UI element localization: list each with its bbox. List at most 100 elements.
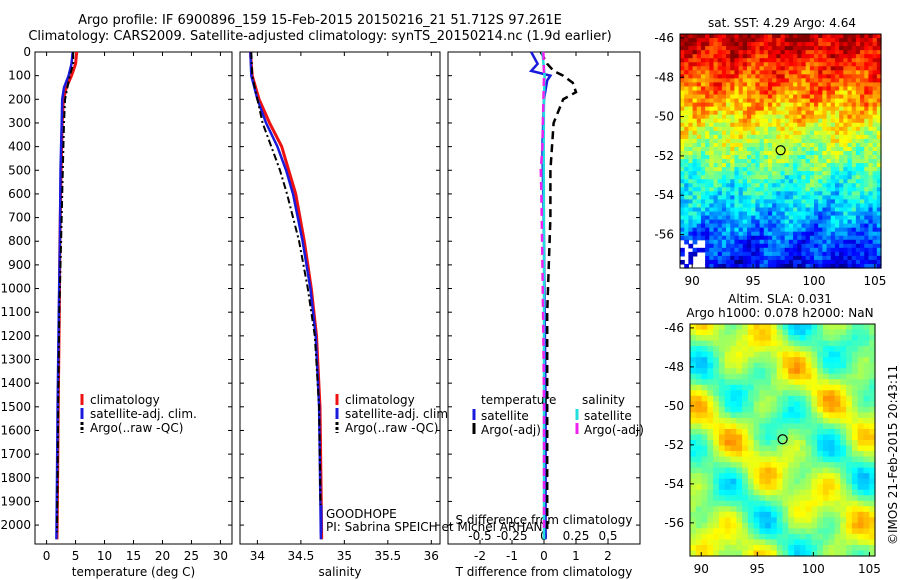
x-tick-label: 25 bbox=[184, 549, 199, 563]
x-tick-label: 35 bbox=[337, 549, 352, 563]
lat-tick-label: -56 bbox=[664, 516, 684, 530]
x-tick-label: 35.5 bbox=[374, 549, 401, 563]
y-tick-label: 1600 bbox=[0, 423, 31, 437]
legend-label: Argo(-adj) bbox=[481, 423, 541, 437]
x-tick-label: 0 bbox=[43, 549, 51, 563]
y-tick-label: 100 bbox=[8, 69, 31, 83]
lon-tick-label: 105 bbox=[863, 274, 886, 288]
legend-label: Argo(..raw -QC) bbox=[90, 421, 183, 435]
y-tick-label: 900 bbox=[8, 258, 31, 272]
x-tick-label: -2 bbox=[474, 549, 486, 563]
x-tick-label: 10 bbox=[97, 549, 112, 563]
sla-map-frame bbox=[689, 323, 876, 557]
float-location-marker bbox=[775, 145, 786, 156]
x-tick-label: 1 bbox=[572, 549, 580, 563]
x2-tick-label: 0.5 bbox=[598, 529, 617, 543]
credit-text: ©IMOS 21-Feb-2015 20:43:11 bbox=[886, 364, 900, 545]
legend-label: climatology bbox=[90, 393, 160, 407]
y-tick-label: 1300 bbox=[0, 353, 31, 367]
x2-tick-label: 0.25 bbox=[563, 529, 590, 543]
x-axis-label: salinity bbox=[318, 565, 361, 579]
lon-tick-label: 105 bbox=[858, 562, 881, 576]
sla-map-field bbox=[690, 324, 876, 557]
lat-tick-label: -46 bbox=[664, 321, 684, 335]
x-tick-label: 36 bbox=[424, 549, 439, 563]
lat-tick-label: -50 bbox=[654, 110, 674, 124]
y-tick-label: 200 bbox=[8, 92, 31, 106]
lon-tick-label: 90 bbox=[685, 274, 700, 288]
lon-tick-label: 90 bbox=[694, 562, 709, 576]
lat-tick-label: -54 bbox=[654, 188, 674, 202]
sla-map-title-1: Altim. SLA: 0.031 bbox=[728, 292, 832, 306]
lat-tick-label: -48 bbox=[664, 360, 684, 374]
y-tick-label: 1700 bbox=[0, 447, 31, 461]
lat-tick-label: -52 bbox=[654, 149, 674, 163]
legend-label: Argo(..raw -QC) bbox=[345, 421, 438, 435]
lon-tick-label: 100 bbox=[802, 562, 825, 576]
legend-title-temperature: temperature bbox=[481, 393, 556, 407]
pi-text: PI: Sabrina SPEICH et Michel ARHAN bbox=[326, 520, 543, 534]
lon-tick-label: 95 bbox=[750, 562, 765, 576]
x-tick-label: 0 bbox=[540, 549, 548, 563]
series-line-argo-raw-qc- bbox=[250, 51, 322, 533]
series-line-argo-raw-qc- bbox=[56, 52, 75, 533]
x-tick-label: 34 bbox=[250, 549, 265, 563]
sla-map: -46 -48 -50 -52 -54 -56 90 95 100 105 bbox=[664, 321, 880, 576]
sst-map-title: sat. SST: 4.29 Argo: 4.64 bbox=[708, 16, 856, 30]
y-tick-label: 500 bbox=[8, 163, 31, 177]
y-tick-label: 300 bbox=[8, 116, 31, 130]
y-tick-label: 1500 bbox=[0, 400, 31, 414]
sst-map-frame bbox=[679, 33, 882, 269]
lon-tick-label: 100 bbox=[803, 274, 826, 288]
salinity-axes-box bbox=[239, 51, 441, 545]
legend-label: climatology bbox=[345, 393, 415, 407]
sla-map-title-2: Argo h1000: 0.078 h2000: NaN bbox=[686, 306, 873, 320]
panel-salinity: 34 34.5 35 35.5 36 salinity climatologysatelli… bbox=[239, 51, 452, 579]
legend-label: satellite bbox=[481, 409, 529, 423]
lat-tick-label: -56 bbox=[654, 228, 674, 242]
series-line-t-argo-adj- bbox=[539, 51, 578, 533]
y-tick-label: 2000 bbox=[0, 518, 31, 532]
temperature-axes-box bbox=[34, 51, 233, 545]
panel-difference: -2 -1 0 1 2 T difference from climatology -0.5… bbox=[447, 51, 644, 579]
x2-tick-label: -0.5 bbox=[468, 529, 491, 543]
lat-tick-label: -46 bbox=[654, 31, 674, 45]
y-tick-label: 1400 bbox=[0, 376, 31, 390]
sst-map-field bbox=[680, 34, 882, 269]
title-line-1: Argo profile: IF 6900896_159 15-Feb-2015… bbox=[78, 13, 562, 28]
title-line-2: Climatology: CARS2009. Satellite-adjuste… bbox=[28, 29, 612, 44]
program-text: GOODHOPE bbox=[326, 507, 397, 521]
x-tick-label: 2 bbox=[604, 549, 612, 563]
series-line-satellite-adj-clim- bbox=[55, 51, 74, 540]
x-tick-label: 5 bbox=[72, 549, 80, 563]
y-tick-label: 1800 bbox=[0, 471, 31, 485]
lat-tick-label: -52 bbox=[664, 438, 684, 452]
y-tick-label: 600 bbox=[8, 187, 31, 201]
y-tick-label: 1200 bbox=[0, 329, 31, 343]
y-tick-label: 1100 bbox=[0, 305, 31, 319]
x-tick-label: 30 bbox=[213, 549, 228, 563]
lat-tick-label: -48 bbox=[654, 70, 674, 84]
lat-tick-label: -54 bbox=[664, 477, 684, 491]
panel-temperature: 0100200300400500600700800900100011001200… bbox=[0, 45, 233, 579]
y-tick-label: 800 bbox=[8, 234, 31, 248]
y-tick-label: 0 bbox=[23, 45, 31, 59]
legend-label: satellite-adj. clim. bbox=[345, 407, 452, 421]
x-tick-label: 20 bbox=[155, 549, 170, 563]
legend-title-salinity: salinity bbox=[582, 393, 625, 407]
legend-label: satellite bbox=[584, 409, 632, 423]
lat-tick-label: -50 bbox=[664, 399, 684, 413]
x-axis-label: T difference from climatology bbox=[455, 565, 633, 579]
sst-map: -46 -48 -50 -52 -54 -56 90 95 100 105 bbox=[654, 31, 886, 288]
series-line-s-argo-adj- bbox=[539, 51, 546, 533]
y-tick-label: 1000 bbox=[0, 282, 31, 296]
y-tick-label: 700 bbox=[8, 211, 31, 225]
lon-tick-label: 95 bbox=[745, 274, 760, 288]
x-tick-label: 34.5 bbox=[288, 549, 315, 563]
y-tick-label: 400 bbox=[8, 140, 31, 154]
y-tick-label: 1900 bbox=[0, 494, 31, 508]
x-axis-label: temperature (deg C) bbox=[72, 565, 195, 579]
x-tick-label: 15 bbox=[126, 549, 141, 563]
legend-label: Argo(-adj) bbox=[584, 423, 644, 437]
